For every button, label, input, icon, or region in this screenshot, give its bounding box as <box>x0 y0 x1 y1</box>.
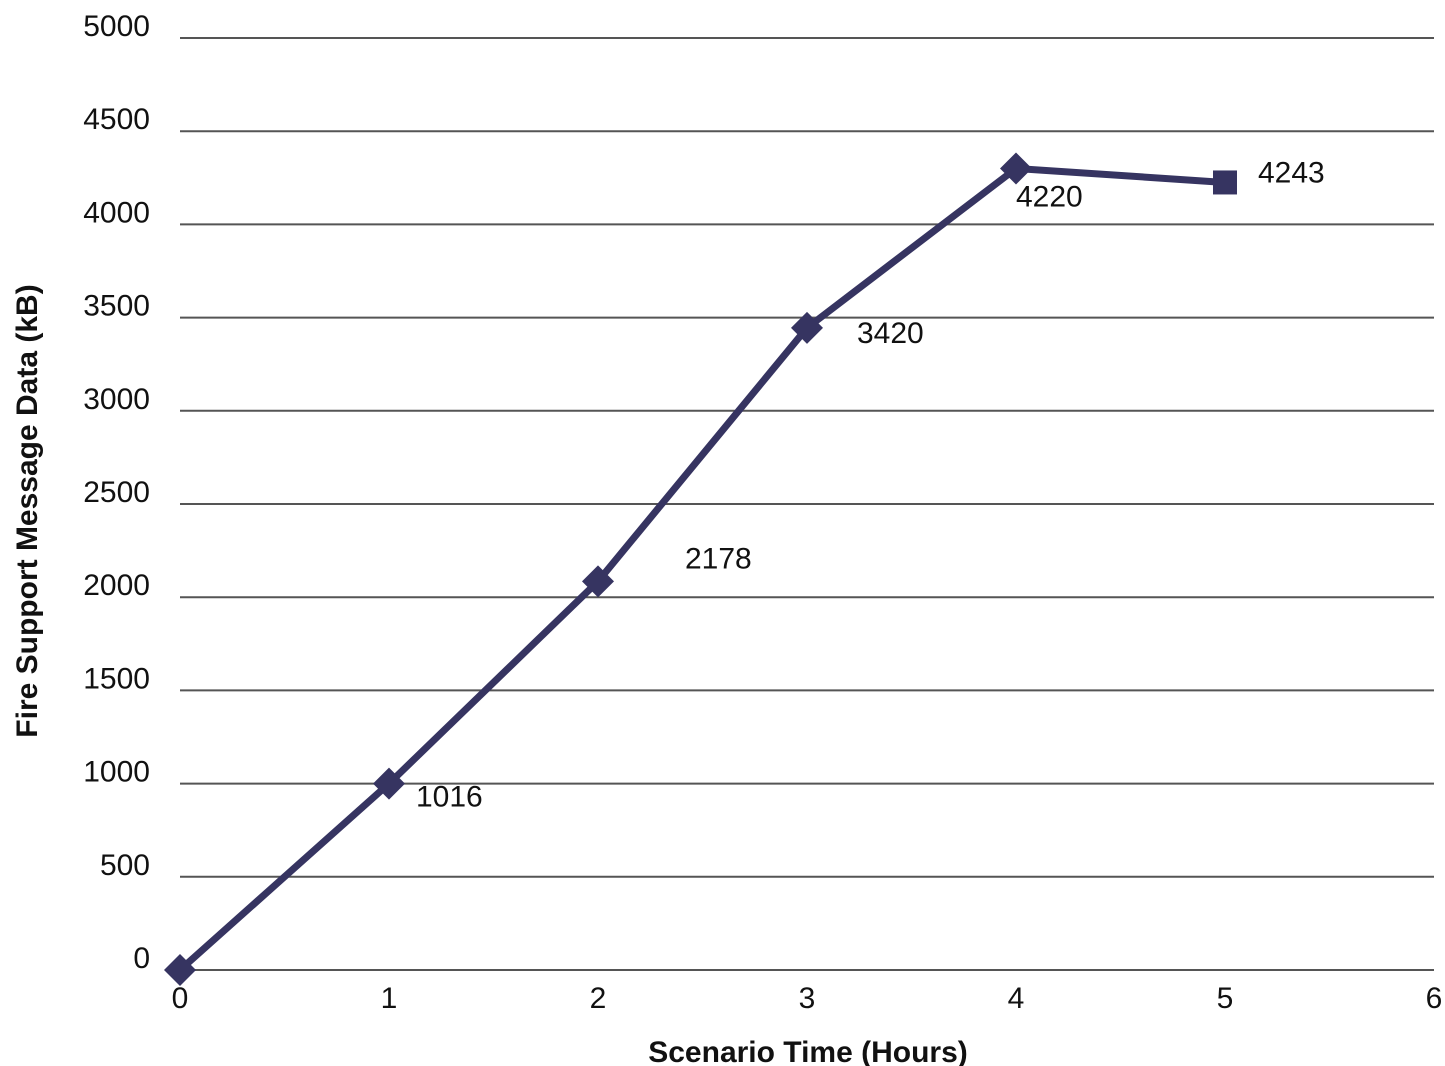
data-point-diamond <box>164 954 196 986</box>
series-layer <box>177 164 1226 973</box>
y-tick-label: 4000 <box>83 196 150 229</box>
x-axis-title: Scenario Time (Hours) <box>648 1036 968 1066</box>
data-point-diamond <box>373 767 405 800</box>
data-point-diamond <box>1000 152 1032 185</box>
x-tick-label: 1 <box>381 982 398 1015</box>
y-tick-label: 1000 <box>83 756 150 789</box>
x-tick-label: 6 <box>1426 982 1443 1015</box>
y-tick-label: 0 <box>133 942 150 975</box>
y-tick-label: 500 <box>100 849 150 882</box>
x-tick-label: 5 <box>1217 982 1234 1015</box>
data-label: 2178 <box>685 542 752 575</box>
data-label: 1016 <box>416 781 483 814</box>
data-label: 4220 <box>1016 180 1083 213</box>
y-tick-label: 1500 <box>83 662 150 695</box>
x-axis-ticks: 0 1 2 3 4 5 6 <box>172 982 1443 1015</box>
x-tick-label: 0 <box>172 982 189 1015</box>
y-axis-title: Fire Support Message Data (kB) <box>11 284 44 737</box>
data-label: 4243 <box>1258 156 1325 189</box>
data-point-square <box>1213 170 1237 195</box>
x-tick-label: 4 <box>1008 982 1025 1015</box>
data-point-diamond <box>582 565 614 598</box>
x-tick-label: 2 <box>590 982 607 1015</box>
data-point-diamond <box>791 311 823 344</box>
series-line <box>177 164 1226 973</box>
y-axis-ticks: 0 500 1000 1500 2000 2500 3000 3500 4000 4500 5000 <box>83 10 150 975</box>
gridlines <box>180 37 1434 971</box>
marker-layer <box>164 152 1237 986</box>
y-tick-label: 4500 <box>83 103 150 136</box>
x-tick-label: 3 <box>799 982 816 1015</box>
y-tick-label: 2000 <box>83 569 150 602</box>
y-tick-label: 5000 <box>83 10 150 43</box>
data-label: 3420 <box>857 317 924 350</box>
y-tick-label: 2500 <box>83 476 150 509</box>
y-tick-label: 3500 <box>83 290 150 323</box>
data-labels: 1016 2178 3420 4220 4243 <box>416 156 1325 813</box>
y-tick-label: 3000 <box>83 383 150 416</box>
